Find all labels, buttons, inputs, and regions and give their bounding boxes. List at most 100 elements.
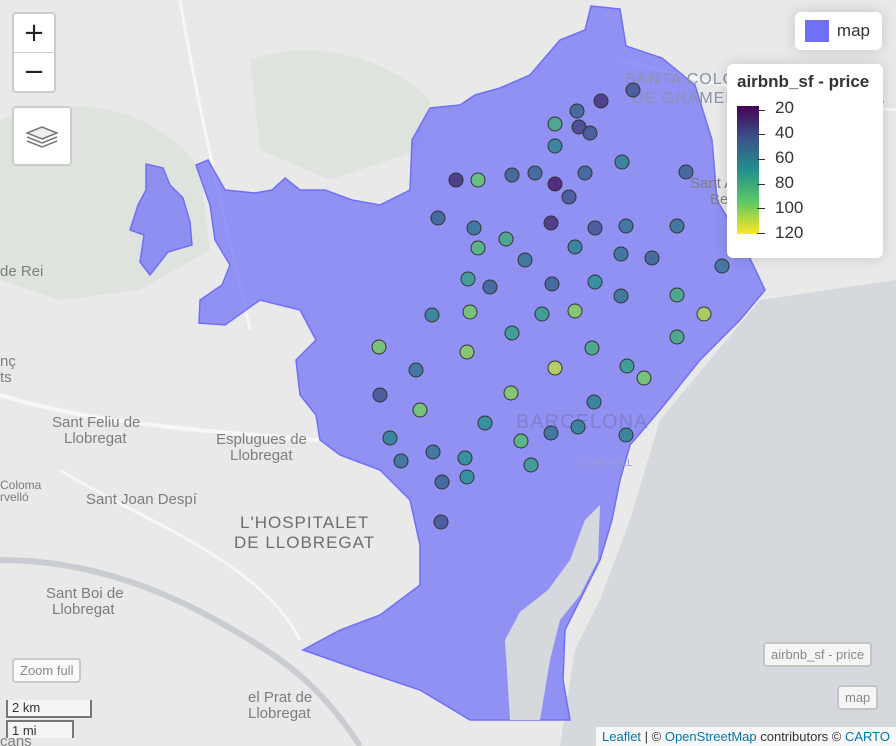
price-point[interactable] bbox=[448, 172, 464, 188]
price-point[interactable] bbox=[543, 215, 559, 231]
price-point[interactable] bbox=[371, 339, 387, 355]
legend-label-60: 60 bbox=[775, 148, 794, 167]
price-point[interactable] bbox=[504, 167, 520, 183]
price-point[interactable] bbox=[434, 474, 450, 490]
price-point[interactable] bbox=[614, 154, 630, 170]
label-santadria: Sant A bbox=[690, 175, 734, 192]
label-cervello: rvelló bbox=[0, 490, 29, 504]
label-santfeliu1: Sant Feliu de bbox=[52, 414, 140, 431]
price-point[interactable] bbox=[430, 210, 446, 226]
price-point[interactable] bbox=[517, 252, 533, 268]
price-point[interactable] bbox=[618, 427, 634, 443]
price-point[interactable] bbox=[470, 172, 486, 188]
price-point[interactable] bbox=[503, 385, 519, 401]
price-point[interactable] bbox=[561, 189, 577, 205]
label-derei: de Rei bbox=[0, 263, 43, 280]
price-point[interactable] bbox=[619, 358, 635, 374]
river bbox=[0, 557, 363, 746]
port-docks bbox=[505, 505, 600, 720]
price-point[interactable] bbox=[459, 344, 475, 360]
price-point[interactable] bbox=[498, 231, 514, 247]
price-point[interactable] bbox=[534, 306, 550, 322]
price-point[interactable] bbox=[466, 220, 482, 236]
price-point[interactable] bbox=[567, 239, 583, 255]
price-point[interactable] bbox=[613, 288, 629, 304]
zoom-in-button[interactable]: + bbox=[23, 18, 45, 48]
zoom-full-button[interactable]: Zoom full bbox=[12, 658, 82, 683]
price-point[interactable] bbox=[544, 276, 560, 292]
price-point[interactable] bbox=[714, 258, 730, 274]
label-hosp1: L'HOSPITALET bbox=[240, 513, 369, 532]
price-point[interactable] bbox=[543, 425, 559, 441]
price-point[interactable] bbox=[470, 240, 486, 256]
barcelona-polygon[interactable] bbox=[195, 5, 766, 721]
label-santfeliu2: Llobregat bbox=[64, 430, 127, 447]
price-point[interactable] bbox=[587, 220, 603, 236]
price-point[interactable] bbox=[586, 394, 602, 410]
price-point[interactable] bbox=[636, 370, 652, 386]
barcelona-polygon-west[interactable] bbox=[129, 163, 193, 277]
zoom-to-map-layer-button[interactable]: map bbox=[837, 685, 879, 710]
label-portvell: PORT VELL bbox=[578, 458, 633, 469]
price-point[interactable] bbox=[669, 218, 685, 234]
price-point[interactable] bbox=[625, 82, 641, 98]
zoom-to-price-layer-button[interactable]: airbnb_sf - price bbox=[763, 642, 873, 667]
price-point[interactable] bbox=[547, 360, 563, 376]
label-ts: ts bbox=[0, 369, 12, 386]
price-point[interactable] bbox=[393, 453, 409, 469]
attribution: Leaflet | © OpenStreetMap contributors ©… bbox=[596, 727, 896, 746]
price-point[interactable] bbox=[412, 402, 428, 418]
leaflet-link[interactable]: Leaflet bbox=[602, 729, 642, 744]
legend-price-title: airbnb_sf - price bbox=[737, 72, 870, 91]
price-point[interactable] bbox=[644, 250, 660, 266]
price-point[interactable] bbox=[669, 287, 685, 303]
label-santjoan: Sant Joan Despí bbox=[86, 491, 198, 508]
price-point[interactable] bbox=[582, 125, 598, 141]
price-point[interactable] bbox=[424, 307, 440, 323]
price-point[interactable] bbox=[570, 419, 586, 435]
price-point[interactable] bbox=[567, 303, 583, 319]
price-point[interactable] bbox=[382, 430, 398, 446]
price-point[interactable] bbox=[433, 514, 449, 530]
legend-label-40: 40 bbox=[775, 123, 794, 142]
carto-link[interactable]: CARTO bbox=[844, 729, 890, 744]
price-point[interactable] bbox=[593, 93, 609, 109]
price-point[interactable] bbox=[547, 138, 563, 154]
price-point[interactable] bbox=[678, 164, 694, 180]
price-point[interactable] bbox=[618, 218, 634, 234]
label-santboi2: Llobregat bbox=[52, 601, 115, 618]
legend-tick bbox=[757, 233, 765, 234]
price-point[interactable] bbox=[477, 415, 493, 431]
price-point[interactable] bbox=[547, 116, 563, 132]
price-point[interactable] bbox=[460, 271, 476, 287]
price-point[interactable] bbox=[372, 387, 388, 403]
price-point[interactable] bbox=[547, 176, 563, 192]
price-point[interactable] bbox=[513, 433, 529, 449]
label-nc: nç bbox=[0, 353, 16, 370]
price-point[interactable] bbox=[408, 362, 424, 378]
price-point[interactable] bbox=[696, 306, 712, 322]
price-point[interactable] bbox=[669, 329, 685, 345]
price-point[interactable] bbox=[425, 444, 441, 460]
price-point[interactable] bbox=[523, 457, 539, 473]
price-point[interactable] bbox=[613, 246, 629, 262]
price-points[interactable] bbox=[371, 82, 730, 530]
price-point[interactable] bbox=[577, 165, 593, 181]
price-point[interactable] bbox=[459, 469, 475, 485]
price-point[interactable] bbox=[482, 279, 498, 295]
price-point[interactable] bbox=[584, 340, 600, 356]
road-a bbox=[0, 393, 321, 442]
price-point[interactable] bbox=[527, 165, 543, 181]
layers-control-button[interactable] bbox=[12, 106, 72, 166]
price-point[interactable] bbox=[462, 304, 478, 320]
zoom-out-button[interactable]: − bbox=[14, 52, 54, 91]
osm-link[interactable]: OpenStreetMap bbox=[664, 729, 757, 744]
legend-map-label: map bbox=[836, 21, 870, 40]
price-point[interactable] bbox=[587, 274, 603, 290]
price-point[interactable] bbox=[457, 450, 473, 466]
label-santboi1: Sant Boi de bbox=[46, 585, 124, 602]
price-point[interactable] bbox=[569, 103, 585, 119]
layers-icon bbox=[25, 126, 59, 148]
price-point[interactable] bbox=[504, 325, 520, 341]
